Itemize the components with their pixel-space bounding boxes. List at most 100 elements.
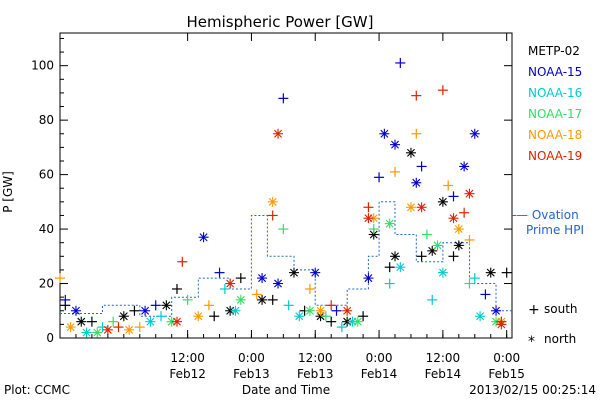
- south-point: [267, 294, 278, 305]
- y-tick-label: 100: [31, 59, 54, 73]
- north-point: [288, 267, 299, 278]
- x-tick-time-label: 0:00: [493, 351, 520, 365]
- north-point: [102, 324, 113, 335]
- south-point: [182, 294, 193, 305]
- south-point: [55, 273, 65, 284]
- south-point: [129, 305, 140, 316]
- south-point: [464, 278, 475, 289]
- south-point: [395, 57, 406, 68]
- south-point: [326, 316, 337, 327]
- north-point: [310, 267, 321, 278]
- north-point: [140, 305, 151, 316]
- south-point: [363, 202, 374, 213]
- south-point: [60, 294, 71, 305]
- north-point: [453, 240, 464, 251]
- x-tick-date-label: Feb12: [169, 367, 206, 381]
- south-point: [326, 300, 337, 311]
- south-point: [501, 267, 512, 278]
- south-point: [480, 289, 491, 300]
- footer-timestamp: 2013/02/15 00:25:14: [469, 383, 596, 397]
- y-tick-label: 0: [46, 331, 54, 345]
- north-point: [225, 278, 236, 289]
- north-point: [405, 202, 416, 213]
- north-point: [485, 267, 496, 278]
- north-point: [384, 218, 395, 229]
- y-tick-label: 40: [39, 222, 54, 236]
- south-marker-icon: +: [528, 302, 540, 318]
- south-point: [235, 273, 246, 284]
- south-point: [214, 267, 225, 278]
- north-point: [124, 324, 135, 335]
- south-point: [427, 294, 438, 305]
- plot-frame: [59, 32, 513, 339]
- north-point: [294, 311, 305, 322]
- north-point: [230, 305, 241, 316]
- legend-item: NOAA-16: [528, 86, 582, 100]
- north-point: [171, 316, 182, 327]
- legend-item: NOAA-15: [528, 65, 582, 79]
- x-tick-time-label: 0:00: [238, 351, 265, 365]
- south-point: [150, 300, 161, 311]
- y-axis-label: P [GW]: [1, 171, 15, 213]
- north-point: [437, 267, 448, 278]
- south-point: [358, 311, 369, 322]
- north-point: [118, 311, 129, 322]
- x-tick-time-label: 12:00: [298, 351, 333, 365]
- ovation-hpi-line: [60, 201, 516, 317]
- north-point: [76, 316, 87, 327]
- south-point: [113, 322, 124, 333]
- x-tick-date-label: Feb15: [488, 367, 525, 381]
- north-point: [363, 273, 374, 284]
- south-point: [437, 85, 448, 96]
- north-point: [257, 294, 268, 305]
- north-point: [464, 188, 475, 199]
- south-point: [416, 251, 427, 262]
- north-point: [145, 316, 156, 327]
- north-point: [92, 327, 103, 338]
- south-point: [368, 224, 379, 235]
- north-point: [352, 316, 363, 327]
- north-point: [405, 147, 416, 158]
- south-point: [177, 256, 188, 267]
- south-point: [416, 161, 427, 172]
- north-point: [273, 278, 284, 289]
- y-tick-label: 20: [39, 277, 54, 291]
- north-point: [395, 262, 406, 273]
- x-axis-label: Date and Time: [242, 383, 330, 397]
- y-tick-label: 60: [39, 168, 54, 182]
- north-point: [453, 224, 464, 235]
- marker-legend: + south * north: [528, 302, 578, 350]
- satellite-points: [55, 57, 512, 338]
- south-point: [134, 322, 145, 333]
- south-point: [464, 234, 475, 245]
- north-point: [193, 311, 204, 322]
- north-marker-icon: *: [528, 334, 535, 350]
- north-point: [315, 305, 326, 316]
- south-point: [336, 322, 347, 333]
- north-point: [416, 202, 427, 213]
- north-point: [363, 213, 374, 224]
- south-point: [448, 191, 459, 202]
- north-point: [390, 251, 401, 262]
- north-point: [496, 319, 507, 330]
- south-point: [278, 224, 289, 235]
- ovation-step-line: [60, 201, 512, 317]
- south-point: [469, 273, 480, 284]
- x-tick-time-label: 0:00: [366, 351, 393, 365]
- south-point: [320, 311, 331, 322]
- north-point: [432, 240, 443, 251]
- x-tick-time-label: 12:00: [426, 351, 461, 365]
- x-tick-date-label: Feb14: [361, 367, 398, 381]
- x-tick-date-label: Feb13: [233, 367, 270, 381]
- north-point: [491, 305, 502, 316]
- south-point: [390, 166, 401, 177]
- north-point: [267, 196, 278, 207]
- north-point: [475, 311, 486, 322]
- south-point: [411, 128, 422, 139]
- legend-item: NOAA-17: [528, 107, 582, 121]
- south-point: [384, 262, 395, 273]
- north-point: [257, 273, 268, 284]
- legend-item: METP-02: [528, 44, 580, 58]
- north-point: [273, 128, 284, 139]
